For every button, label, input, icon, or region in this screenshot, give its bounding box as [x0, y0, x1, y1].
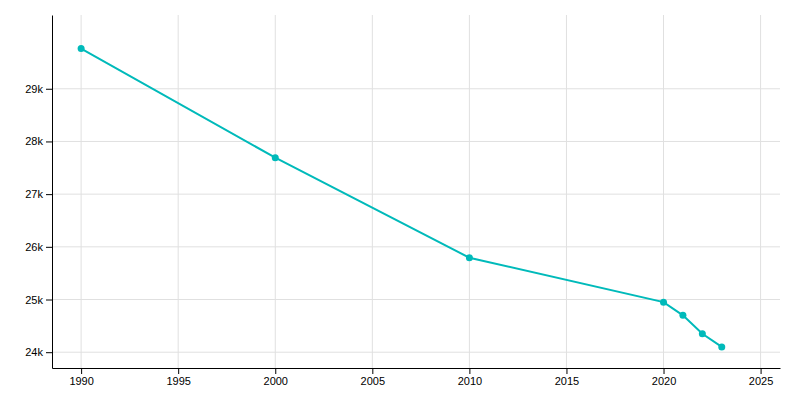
y-tick: 25k — [25, 294, 52, 306]
y-tick-label: 24k — [25, 346, 43, 358]
grid-line-y — [52, 141, 780, 142]
x-tick-mark — [664, 368, 665, 374]
x-tick: 2010 — [458, 368, 482, 387]
x-tick: 1990 — [69, 368, 93, 387]
x-tick-label: 2005 — [361, 375, 385, 387]
chart: 1990 1995 2000 2005 2010 2015 2020 2025 24k 25k 26… — [0, 0, 800, 400]
x-tick: 2020 — [652, 368, 676, 387]
y-tick-mark — [46, 300, 52, 301]
x-tick-mark — [566, 368, 567, 374]
y-tick: 26k — [25, 241, 52, 253]
x-tick: 2025 — [749, 368, 773, 387]
grid-line-y — [52, 88, 780, 89]
x-tick-label: 2020 — [652, 375, 676, 387]
x-tick-label: 2015 — [555, 375, 579, 387]
line — [81, 49, 722, 347]
x-tick-label: 2025 — [749, 375, 773, 387]
grid-line-x — [663, 15, 664, 368]
grid-line-y — [52, 246, 780, 247]
x-tick: 2015 — [555, 368, 579, 387]
y-tick: 28k — [25, 135, 52, 147]
marks — [78, 45, 726, 350]
x-tick-mark — [81, 368, 82, 374]
grid-line-x — [760, 15, 761, 368]
x-axis: 1990 1995 2000 2005 2010 2015 2020 2025 — [53, 368, 781, 387]
grid-line-x — [372, 15, 373, 368]
x-tick-label: 1995 — [166, 375, 190, 387]
y-tick-label: 26k — [25, 241, 43, 253]
y-tick-mark — [46, 141, 52, 142]
point — [466, 254, 473, 261]
point — [660, 299, 667, 306]
y-tick-label: 25k — [25, 294, 43, 306]
x-tick-mark — [761, 368, 762, 374]
y-tick-label: 29k — [25, 83, 43, 95]
grid-line-x — [275, 15, 276, 368]
y-tick-mark — [46, 352, 52, 353]
point — [78, 45, 85, 52]
grid — [52, 15, 780, 368]
plot: 1990 1995 2000 2005 2010 2015 2020 2025 24k 25k 26… — [25, 15, 780, 387]
point — [272, 154, 279, 161]
y-tick-mark — [46, 247, 52, 248]
y-axis: 24k 25k 26k 27k 28k 29k — [25, 16, 52, 369]
x-tick-mark — [275, 368, 276, 374]
y-tick: 27k — [25, 188, 52, 200]
x-tick-label: 2000 — [264, 375, 288, 387]
y-tick-label: 27k — [25, 188, 43, 200]
point — [699, 330, 706, 337]
grid-line-y — [52, 299, 780, 300]
y-axis-line — [52, 16, 53, 369]
x-tick-label: 1990 — [69, 375, 93, 387]
y-tick-mark — [46, 194, 52, 195]
x-tick-mark — [372, 368, 373, 374]
x-tick-mark — [178, 368, 179, 374]
grid-line-x — [81, 15, 82, 368]
grid-line-x — [469, 15, 470, 368]
grid-line-x — [566, 15, 567, 368]
x-axis-line — [53, 368, 781, 369]
x-tick-mark — [469, 368, 470, 374]
x-tick: 2005 — [361, 368, 385, 387]
point — [718, 343, 725, 350]
y-tick: 29k — [25, 83, 52, 95]
x-tick: 1995 — [166, 368, 190, 387]
grid-line-y — [52, 194, 780, 195]
point — [679, 312, 686, 319]
y-tick-label: 28k — [25, 135, 43, 147]
grid-line-x — [178, 15, 179, 368]
y-tick: 24k — [25, 346, 52, 358]
grid-line-y — [52, 352, 780, 353]
x-tick: 2000 — [264, 368, 288, 387]
x-tick-label: 2010 — [458, 375, 482, 387]
y-tick-mark — [46, 89, 52, 90]
